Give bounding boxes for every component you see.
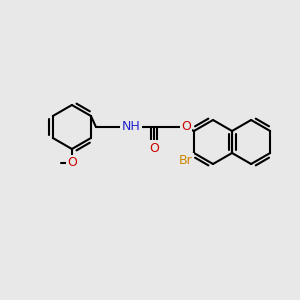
Text: Br: Br [179, 154, 193, 167]
Text: O: O [149, 142, 159, 154]
Text: NH: NH [122, 121, 140, 134]
Text: O: O [181, 121, 191, 134]
Text: O: O [67, 157, 77, 169]
